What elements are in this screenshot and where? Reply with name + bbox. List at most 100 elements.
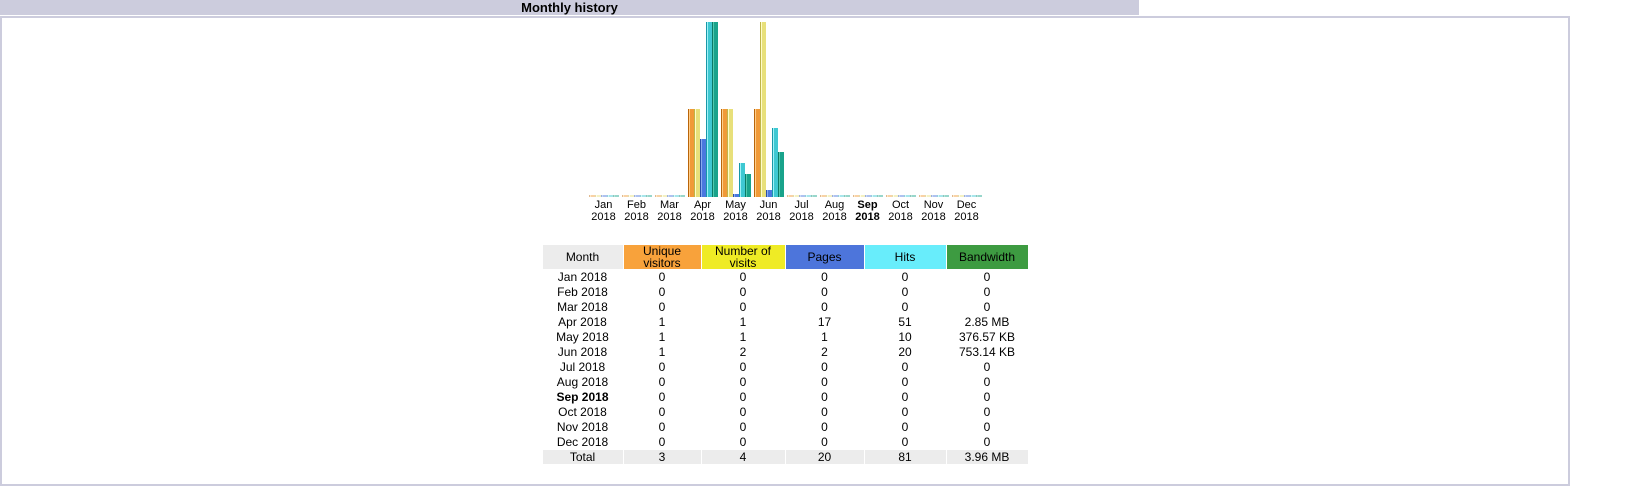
bar-number-of-visits-jul-2018 <box>792 195 799 197</box>
month-label-jan-2018: Jan 2018 <box>591 199 616 223</box>
page-title: Monthly history <box>0 0 1139 15</box>
cell-number-of-visits-dec-2018: 0 <box>701 435 785 449</box>
cell-pages-aug-2018: 0 <box>785 375 864 389</box>
table-body: Jan 2018 0 0 0 0 0 Feb 2018 0 0 0 0 0 Mar 2018 0 0 0 0 0 A… <box>542 270 1028 464</box>
cell-number-of-visits-nov-2018: 0 <box>701 420 785 434</box>
cell-total-bandwidth: 3.96 MB <box>946 450 1028 464</box>
bar-pages-jul-2018 <box>798 195 805 197</box>
table-row-may-2018: May 2018 1 1 1 10 376.57 KB <box>542 330 1028 344</box>
month-group-sep-2018 <box>851 195 884 197</box>
bar-pages-apr-2018 <box>699 139 706 197</box>
cell-total-unique-visitors: 3 <box>623 450 701 464</box>
report-content: Jan 2018 Feb 2018 Mar 2018 Apr 2018 May 2018 Jun 20… <box>2 18 1568 484</box>
table-row-feb-2018: Feb 2018 0 0 0 0 0 <box>542 285 1028 299</box>
cell-pages-jan-2018: 0 <box>785 270 864 284</box>
bar-bandwidth-kb--sep-2018 <box>876 195 883 197</box>
month-group-nov-2018 <box>917 195 950 197</box>
month-label-oct-2018: Oct 2018 <box>888 199 913 223</box>
bar-pages-aug-2018 <box>831 195 838 197</box>
table-row-nov-2018: Nov 2018 0 0 0 0 0 <box>542 420 1028 434</box>
bar-bandwidth-kb--feb-2018 <box>645 195 652 197</box>
cell-month-jul-2018: Jul 2018 <box>542 360 623 374</box>
bar-hits-jul-2018 <box>804 195 811 197</box>
bar-hits-apr-2018 <box>705 22 712 197</box>
cell-hits-jul-2018: 0 <box>864 360 946 374</box>
bar-number-of-visits-aug-2018 <box>825 195 832 197</box>
bar-pages-feb-2018 <box>633 195 640 197</box>
bar-number-of-visits-sep-2018 <box>858 195 865 197</box>
cell-number-of-visits-oct-2018: 0 <box>701 405 785 419</box>
cell-unique-visitors-may-2018: 1 <box>623 330 701 344</box>
bar-hits-jan-2018 <box>606 195 613 197</box>
cell-hits-feb-2018: 0 <box>864 285 946 299</box>
bar-bandwidth-kb--may-2018 <box>744 174 751 197</box>
bar-hits-may-2018 <box>738 163 745 197</box>
bar-unique-visitors-jan-2018 <box>588 195 595 197</box>
cell-bandwidth-dec-2018: 0 <box>946 435 1028 449</box>
bar-hits-aug-2018 <box>837 195 844 197</box>
cell-bandwidth-jun-2018: 753.14 KB <box>946 345 1028 359</box>
bar-unique-visitors-apr-2018 <box>687 109 694 197</box>
bar-unique-visitors-jul-2018 <box>786 195 793 197</box>
cell-pages-sep-2018: 0 <box>785 390 864 404</box>
bar-unique-visitors-nov-2018 <box>918 195 925 197</box>
cell-number-of-visits-jun-2018: 2 <box>701 345 785 359</box>
cell-unique-visitors-mar-2018: 0 <box>623 300 701 314</box>
bar-number-of-visits-nov-2018 <box>924 195 931 197</box>
cell-hits-may-2018: 10 <box>864 330 946 344</box>
cell-unique-visitors-jan-2018: 0 <box>623 270 701 284</box>
cell-pages-jul-2018: 0 <box>785 360 864 374</box>
month-label-nov-2018: Nov 2018 <box>921 199 946 223</box>
cell-bandwidth-apr-2018: 2.85 MB <box>946 315 1028 329</box>
bar-pages-sep-2018 <box>864 195 871 197</box>
cell-number-of-visits-jan-2018: 0 <box>701 270 785 284</box>
bar-hits-sep-2018 <box>870 195 877 197</box>
cell-hits-jan-2018: 0 <box>864 270 946 284</box>
table-row-oct-2018: Oct 2018 0 0 0 0 0 <box>542 405 1028 419</box>
month-group-jan-2018 <box>587 195 620 197</box>
bar-bandwidth-kb--nov-2018 <box>942 195 949 197</box>
bar-number-of-visits-jun-2018 <box>759 22 766 197</box>
cell-month-mar-2018: Mar 2018 <box>542 300 623 314</box>
cell-month-apr-2018: Apr 2018 <box>542 315 623 329</box>
cell-hits-apr-2018: 51 <box>864 315 946 329</box>
month-labels-row: Jan 2018 Feb 2018 Mar 2018 Apr 2018 May 2018 Jun 20… <box>587 199 983 223</box>
cell-unique-visitors-apr-2018: 1 <box>623 315 701 329</box>
month-group-feb-2018 <box>620 195 653 197</box>
month-group-apr-2018 <box>686 22 719 197</box>
cell-hits-oct-2018: 0 <box>864 405 946 419</box>
column-header-unique-visitors: Unique visitors <box>623 245 701 269</box>
bar-hits-jun-2018 <box>771 128 778 197</box>
bar-hits-oct-2018 <box>903 195 910 197</box>
cell-total-label: Total <box>542 450 623 464</box>
table-row-dec-2018: Dec 2018 0 0 0 0 0 <box>542 435 1028 449</box>
cell-bandwidth-nov-2018: 0 <box>946 420 1028 434</box>
column-header-hits: Hits <box>864 245 946 269</box>
month-group-may-2018 <box>719 109 752 197</box>
bar-hits-dec-2018 <box>969 195 976 197</box>
cell-bandwidth-aug-2018: 0 <box>946 375 1028 389</box>
bar-unique-visitors-dec-2018 <box>951 195 958 197</box>
table-row-jun-2018: Jun 2018 1 2 2 20 753.14 KB <box>542 345 1028 359</box>
cell-month-jan-2018: Jan 2018 <box>542 270 623 284</box>
bar-unique-visitors-feb-2018 <box>621 195 628 197</box>
month-label-dec-2018: Dec 2018 <box>954 199 979 223</box>
column-header-pages: Pages <box>785 245 864 269</box>
bar-pages-mar-2018 <box>666 195 673 197</box>
bar-pages-jan-2018 <box>600 195 607 197</box>
month-label-may-2018: May 2018 <box>723 199 748 223</box>
monthly-history-chart: Jan 2018 Feb 2018 Mar 2018 Apr 2018 May 2018 Jun 20… <box>587 22 983 223</box>
month-label-jul-2018: Jul 2018 <box>789 199 814 223</box>
cell-month-jun-2018: Jun 2018 <box>542 345 623 359</box>
cell-pages-oct-2018: 0 <box>785 405 864 419</box>
cell-unique-visitors-feb-2018: 0 <box>623 285 701 299</box>
cell-month-sep-2018: Sep 2018 <box>542 390 623 404</box>
table-row-aug-2018: Aug 2018 0 0 0 0 0 <box>542 375 1028 389</box>
cell-bandwidth-sep-2018: 0 <box>946 390 1028 404</box>
cell-unique-visitors-dec-2018: 0 <box>623 435 701 449</box>
cell-month-aug-2018: Aug 2018 <box>542 375 623 389</box>
cell-number-of-visits-jul-2018: 0 <box>701 360 785 374</box>
cell-total-hits: 81 <box>864 450 946 464</box>
month-label-apr-2018: Apr 2018 <box>690 199 715 223</box>
bar-pages-dec-2018 <box>963 195 970 197</box>
